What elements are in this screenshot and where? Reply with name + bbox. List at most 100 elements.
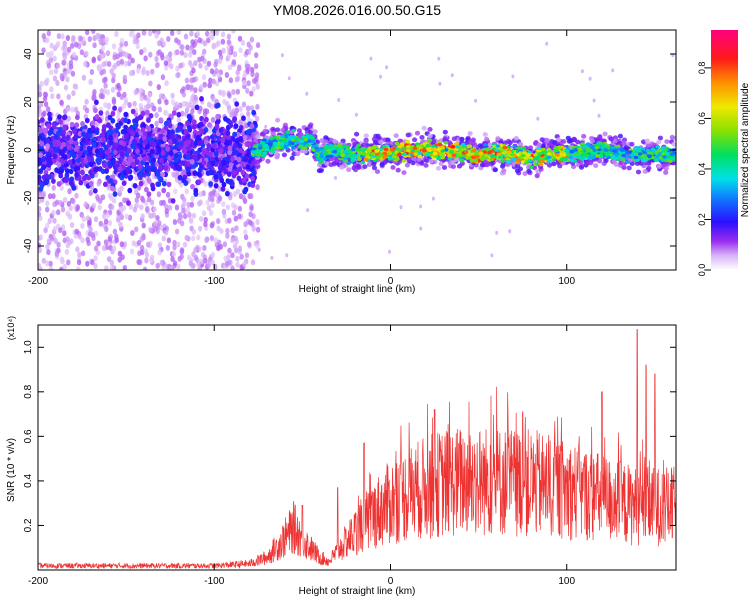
spectrogram-cell [74,41,79,48]
spectrogram-cell [160,172,166,178]
spectrogram-cell [204,237,209,244]
spectrogram-cell [635,169,642,175]
spectrogram-cell [100,45,106,52]
spectrogram-cell [52,217,57,224]
spectrogram-cell [230,237,235,244]
spectrogram-cell [130,161,136,168]
spectrogram-cell [372,139,378,145]
spectrogram-cell [193,39,198,45]
spectrogram-cell [201,160,207,166]
spectrogram-cell [45,206,50,213]
spectrogram-cell [141,122,147,129]
spectrogram-cell [53,237,58,244]
spectrogram-cell [467,131,473,136]
spectrogram-cell [245,67,250,74]
spectrogram-cell [221,201,226,207]
spectrogram-cell [201,74,207,81]
spectrogram-cell [141,197,146,204]
spectrogram-cell [82,175,87,182]
spectrogram-cell [92,89,97,95]
spectrogram-cell [163,109,168,116]
spectrogram-cell [105,89,111,96]
spectrogram-cell [73,133,79,140]
spectrogram-cell [129,248,135,255]
spectrogram-cell [107,236,113,242]
spectrogram-cell [46,249,51,256]
spectrogram-cell [42,91,48,98]
spectrogram-cell [197,37,202,44]
spectrogram-cell [190,195,195,202]
spectrogram-cell [56,161,62,168]
spectrogram-cell [220,31,226,38]
spectrogram-cell [231,209,237,216]
spectrogram-cell [118,106,123,113]
spectrogram-cell [210,251,216,258]
spectrogram-cell [401,170,407,176]
spectrogram-cell [62,197,68,203]
spectrogram-cell [113,137,119,144]
spectrogram-cell [233,111,238,117]
spectrogram-cell [92,188,98,194]
spectrogram-cell [193,87,198,94]
spectrogram-cell [103,82,108,89]
spectrogram-cell [49,235,55,242]
spectrogram-cell [244,173,250,179]
spectrogram-cell [251,86,256,93]
spectrogram-cell [255,134,261,140]
spectrogram-cell [91,202,97,209]
spectrogram-cell [75,246,80,253]
spectrogram-cell [109,264,114,270]
spectrogram-cell [159,157,164,164]
spectrogram-cell [362,164,368,170]
spectrogram-cell [76,157,81,164]
spectrogram-cell [41,257,46,264]
spectrogram-cell [163,165,169,171]
spectrogram-cell [529,165,534,169]
spectrogram-cell [76,259,82,266]
spectrogram-cell [94,99,99,106]
spectrogram-cell [160,128,166,134]
spectrogram-cell [70,70,76,77]
spectrogram-cell [225,130,231,136]
spectrogram-cell [53,147,59,153]
spectrogram-cell [217,195,223,202]
spectrogram-cell [130,108,136,115]
spectrogram-cell [234,225,239,232]
spectrogram-cell [363,138,369,144]
spectrogram-cell [74,172,80,178]
spectrogram-cell [161,235,166,242]
spectrogram-cell [251,109,257,116]
spectrogram-cell [237,205,243,212]
spectrogram-cell [120,129,126,135]
spectrogram-cell [45,77,50,84]
spectrogram-cell [38,119,41,125]
spectrogram-cell [91,30,96,34]
spectrogram-cell [145,144,150,150]
spectrogram-cell [75,266,81,270]
spectrogram-cell [221,47,226,54]
spectrogram-cell [405,132,411,138]
spectrogram-cell [124,133,130,140]
spectrogram-cell [182,200,187,207]
spectrogram-cell [87,132,93,139]
spectrogram-cell [88,169,93,176]
spectrogram-cell [208,209,214,216]
spectrogram-cell [68,59,74,66]
spectrogram-cell [62,114,68,120]
spectrogram-cell [244,252,250,259]
spectrogram-cell [246,80,251,87]
spectrogram-cell [211,78,216,85]
spectrogram-cell [59,266,64,270]
spectrogram-cell [435,165,442,171]
spectrogram-cell [246,49,252,55]
spectrogram-cell [167,138,173,145]
spectrogram-cell [172,244,177,251]
spectrogram-cell [224,72,230,78]
spectrogram-cell [87,147,92,154]
spectrogram-cell [183,52,188,59]
spectrogram-cell [60,206,66,213]
spectrogram-cell [154,62,160,69]
spectrogram-cell [79,49,85,56]
spectrogram-cell [571,136,577,142]
spectrogram-cell [171,251,177,257]
